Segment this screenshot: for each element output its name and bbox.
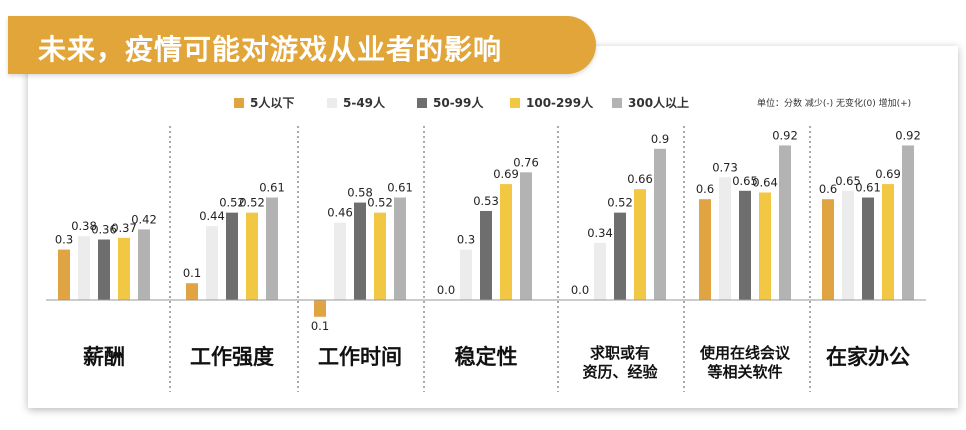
bar <box>759 192 771 300</box>
data-label: 0.52 <box>607 196 633 210</box>
bar <box>226 212 238 300</box>
data-label: 0.65 <box>835 174 861 188</box>
data-label: 0.52 <box>367 196 393 210</box>
data-label: 0.42 <box>131 212 157 226</box>
legend-label: 50-99人 <box>433 96 484 110</box>
bar <box>206 226 218 300</box>
data-label: 0.3 <box>55 233 73 247</box>
legend-label: 5-49人 <box>343 96 386 110</box>
data-label: 0.38 <box>71 219 97 233</box>
data-label: 0.53 <box>473 194 499 208</box>
bar <box>779 145 791 300</box>
bar <box>614 212 626 300</box>
data-label: 0.61 <box>855 181 881 195</box>
bar <box>654 148 666 300</box>
bar <box>739 190 751 300</box>
unit-note: 单位：分数 减少(-) 无变化(0) 增加(+) <box>757 99 912 109</box>
data-label: 0.92 <box>895 128 921 142</box>
data-label: 0.3 <box>457 233 475 247</box>
data-label: 0.44 <box>199 209 225 223</box>
bar <box>480 210 492 300</box>
data-label: 0.6 <box>819 182 837 196</box>
category-label-line: 工作强度 <box>190 345 274 369</box>
bar <box>186 283 198 300</box>
category-label: 求职或有 资历、经验 <box>556 344 684 382</box>
legend-swatch <box>234 98 244 108</box>
legend-label: 100-299人 <box>526 96 594 110</box>
bar <box>520 172 532 300</box>
legend-swatch <box>612 98 622 108</box>
category-label: 工作强度 <box>168 344 296 370</box>
category-label: 稳定性 <box>422 344 550 370</box>
data-label: 0.73 <box>712 160 738 174</box>
category-label-line: 薪酬 <box>83 345 125 369</box>
bar <box>882 184 894 300</box>
category-label: 工作时间 <box>296 344 424 370</box>
category-label-line: 等相关软件 <box>707 362 783 381</box>
bar <box>862 197 874 300</box>
bar <box>98 239 110 300</box>
data-label: 0.6 <box>696 182 714 196</box>
data-label: 0.92 <box>772 128 798 142</box>
data-label: 0.9 <box>651 132 669 146</box>
data-label: 0.61 <box>259 181 285 195</box>
bar <box>822 199 834 300</box>
data-label: 0.36 <box>91 223 117 237</box>
data-label: 0.0 <box>437 283 455 297</box>
bar <box>719 177 731 300</box>
title-banner <box>8 16 596 74</box>
bar <box>594 242 606 300</box>
category-label-line: 使用在线会议 <box>699 344 790 362</box>
category-label-line: 求职或有 <box>589 344 650 362</box>
category-label: 在家办公 <box>804 344 932 370</box>
bar <box>354 202 366 300</box>
bar <box>634 189 646 300</box>
data-label: 0.0 <box>571 283 589 297</box>
data-label: 0.61 <box>387 181 413 195</box>
bar <box>374 212 386 300</box>
bar <box>138 229 150 300</box>
data-label: 0.66 <box>627 172 653 186</box>
data-label: 0.52 <box>219 196 245 210</box>
bar <box>334 222 346 300</box>
bar <box>842 190 854 300</box>
legend-swatch <box>417 98 427 108</box>
data-label: 0.76 <box>513 155 539 169</box>
data-label: 0.69 <box>875 167 901 181</box>
data-label: 0.52 <box>239 196 265 210</box>
bar <box>58 249 70 300</box>
category-label: 使用在线会议 等相关软件 <box>681 344 809 382</box>
data-label: 0.46 <box>327 206 353 220</box>
chart-card <box>28 46 958 408</box>
category-label-line: 资历、经验 <box>582 362 658 381</box>
bar <box>902 145 914 300</box>
data-label: 0.37 <box>111 221 137 235</box>
data-label: 0.1 <box>183 266 201 280</box>
category-label-line: 稳定性 <box>454 345 518 369</box>
bar <box>246 212 258 300</box>
category-label: 薪酬 <box>40 344 168 370</box>
legend-swatch <box>327 98 337 108</box>
bar <box>78 236 90 300</box>
legend-label: 5人以下 <box>250 96 295 110</box>
bar <box>314 300 326 317</box>
bar <box>394 197 406 300</box>
bar <box>500 184 512 300</box>
chart-title: 未来，疫情可能对游戏从业者的影响 <box>38 33 503 66</box>
data-label: 0.1 <box>311 319 329 333</box>
legend-label: 300人以上 <box>628 96 690 110</box>
bar <box>266 197 278 300</box>
data-label: 0.34 <box>587 226 613 240</box>
category-label-line: 工作时间 <box>318 345 402 369</box>
data-label: 0.69 <box>493 167 519 181</box>
bar <box>460 249 472 300</box>
category-label-line: 在家办公 <box>826 345 910 369</box>
bar <box>118 237 130 300</box>
data-label: 0.65 <box>732 174 758 188</box>
data-label: 0.64 <box>752 175 778 189</box>
legend-swatch <box>510 98 520 108</box>
data-label: 0.58 <box>347 186 373 200</box>
bar <box>699 199 711 300</box>
